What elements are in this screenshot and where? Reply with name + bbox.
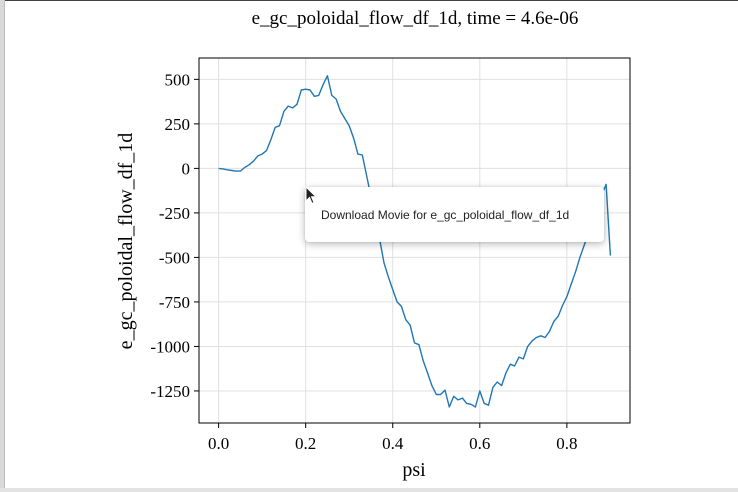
window-bottom-border bbox=[0, 488, 738, 492]
x-axis-label: psi bbox=[402, 459, 426, 481]
y-tick-label: -1000 bbox=[150, 337, 190, 356]
x-tick-label: 0.2 bbox=[295, 434, 316, 453]
y-tick-label: 500 bbox=[165, 70, 191, 89]
window-left-border-line bbox=[4, 0, 5, 492]
tooltip-text: Download Movie for e_gc_poloidal_flow_df… bbox=[321, 207, 570, 222]
x-tick-label: 0.4 bbox=[382, 434, 404, 453]
y-tick-label: -250 bbox=[159, 204, 190, 223]
window-top-border bbox=[0, 0, 738, 1]
y-axis-label: e_gc_poloidal_flow_df_1d bbox=[115, 133, 137, 350]
plot-area-frame bbox=[198, 57, 631, 424]
x-tick-label: 0.8 bbox=[556, 434, 577, 453]
window-left-border bbox=[0, 0, 4, 492]
series-lines bbox=[218, 75, 612, 408]
y-tick-label: -750 bbox=[159, 293, 190, 312]
x-tick-label: 0.6 bbox=[469, 434, 490, 453]
x-axis-ticks: 0.0 0.2 0.4 0.6 0.8 bbox=[208, 423, 577, 453]
y-tick-label: 0 bbox=[182, 159, 191, 178]
download-movie-tooltip[interactable]: Download Movie for e_gc_poloidal_flow_df… bbox=[305, 187, 604, 242]
y-tick-label: -500 bbox=[159, 248, 190, 267]
mouse-pointer-icon bbox=[305, 186, 318, 205]
y-axis-ticks: 500 250 0 -250 -500 -750 -1000 -1250 bbox=[150, 70, 199, 401]
y-tick-label: 250 bbox=[165, 115, 191, 134]
x-tick-label: 0.0 bbox=[208, 434, 229, 453]
y-tick-label: -1250 bbox=[150, 382, 190, 401]
chart-title: e_gc_poloidal_flow_df_1d, time = 4.6e-06 bbox=[252, 8, 579, 29]
series-line bbox=[218, 75, 612, 408]
